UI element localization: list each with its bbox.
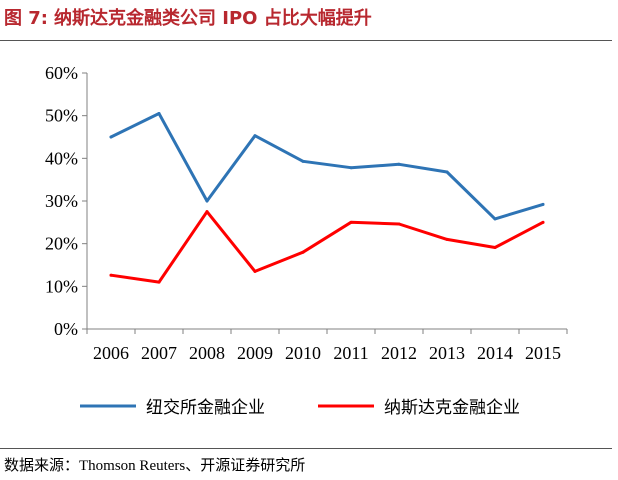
data-point-series-1 xyxy=(205,199,209,203)
data-point-series-1 xyxy=(349,166,353,170)
series-line-1 xyxy=(109,112,545,221)
legend-label-series-1: 纽交所金融企业 xyxy=(146,398,265,418)
data-point-series-1 xyxy=(109,135,113,139)
y-tick-label: 60% xyxy=(45,63,78,83)
data-point-series-1 xyxy=(445,170,449,174)
x-tick-label: 2007 xyxy=(141,343,177,363)
data-point-series-2 xyxy=(493,246,497,250)
data-point-series-1 xyxy=(157,112,161,116)
data-point-series-2 xyxy=(397,222,401,226)
x-tick-label: 2010 xyxy=(285,343,321,363)
figure-title: 图 7: 纳斯达克金融类公司 IPO 占比大幅提升 xyxy=(4,4,372,30)
data-point-series-2 xyxy=(205,210,209,214)
x-tick-label: 2012 xyxy=(381,343,417,363)
data-point-series-2 xyxy=(157,280,161,284)
bottom-rule xyxy=(0,448,612,449)
data-point-series-2 xyxy=(445,237,449,241)
y-tick-label: 40% xyxy=(45,148,78,168)
x-tick-label: 2008 xyxy=(189,343,225,363)
x-tick-label: 2011 xyxy=(333,343,368,363)
y-tick-label: 20% xyxy=(45,234,78,254)
series-line-2 xyxy=(109,210,545,284)
top-rule xyxy=(0,40,612,41)
y-tick-label: 30% xyxy=(45,191,78,211)
data-point-series-1 xyxy=(253,134,257,138)
data-point-series-2 xyxy=(301,250,305,254)
data-point-series-2 xyxy=(253,269,257,273)
x-tick-label: 2013 xyxy=(429,343,465,363)
x-tick-label: 2006 xyxy=(93,343,129,363)
figure-title-text: 纳斯达克金融类公司 IPO 占比大幅提升 xyxy=(54,8,372,29)
data-point-series-1 xyxy=(397,162,401,166)
data-source-text: Thomson Reuters、开源证券研究所 xyxy=(79,458,306,474)
y-tick-label: 10% xyxy=(45,276,78,296)
data-source-label: 数据来源： xyxy=(4,456,80,474)
line-chart: 0% 10% 20% 30% 40% 50% 60% 2006 2007 2008 2009 2010… xyxy=(45,63,568,418)
data-point-series-2 xyxy=(109,273,113,277)
data-point-series-1 xyxy=(301,159,305,163)
x-tick-label: 2015 xyxy=(525,343,561,363)
x-tick-label: 2009 xyxy=(237,343,273,363)
data-point-series-2 xyxy=(541,220,545,224)
data-point-series-2 xyxy=(349,220,353,224)
data-point-series-1 xyxy=(541,202,545,206)
legend-label-series-2: 纳斯达克金融企业 xyxy=(384,398,520,418)
x-tick-label: 2014 xyxy=(477,343,513,363)
figure-number: 图 7: xyxy=(4,8,48,29)
y-tick-label: 50% xyxy=(45,106,78,126)
data-point-series-1 xyxy=(493,217,497,221)
y-tick-label: 0% xyxy=(54,319,78,339)
data-source: 数据来源：Thomson Reuters、开源证券研究所 xyxy=(4,454,305,475)
